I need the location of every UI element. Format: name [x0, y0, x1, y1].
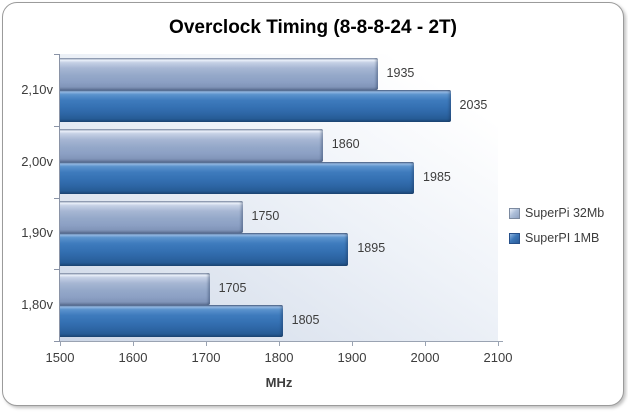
chart-title: Overclock Timing (8-8-8-24 - 2T): [169, 17, 457, 38]
bar-superpi-1mb-180: [60, 305, 283, 338]
bar-superpi-1mb-200: [60, 161, 415, 194]
legend-label: SuperPi 32Mb: [525, 206, 605, 220]
y-axis-tick: [54, 125, 60, 127]
x-axis-tick-label: 1900: [337, 350, 367, 365]
bar-superpi-32mb-190: [60, 201, 243, 234]
data-label: 1935: [386, 65, 415, 80]
y-axis-label: 2,00v: [21, 153, 53, 169]
x-axis-tick-label: 2100: [483, 350, 513, 365]
legend-marker-icon: [509, 207, 520, 219]
x-axis-tick-label: 2000: [410, 350, 440, 365]
x-axis-tick: [60, 341, 61, 346]
y-axis-label: 1,80v: [21, 297, 53, 313]
data-label: 1985: [423, 169, 451, 184]
legend-label: SuperPI 1MB: [525, 231, 600, 245]
legend: SuperPi 32Mb SuperPI 1MB: [509, 206, 604, 256]
y-axis-label: 2,10v: [21, 81, 53, 97]
plot-area: 1935 2035 1860 1985 1750 1895 1705 1805: [60, 54, 498, 341]
x-axis-tick: [425, 341, 426, 346]
bar-superpi-1mb-190: [60, 233, 349, 266]
data-label: 1705: [218, 280, 247, 295]
x-axis-tick: [498, 341, 499, 346]
data-label: 1805: [291, 313, 320, 328]
x-axis-tick: [279, 341, 280, 346]
legend-entry: SuperPI 1MB: [509, 231, 604, 245]
bar-superpi-32mb-200: [60, 129, 323, 162]
x-axis-tick-label: 1800: [264, 350, 294, 365]
bar-superpi-32mb-180: [60, 272, 210, 306]
y-axis-tick: [54, 197, 60, 199]
x-axis-title: MHz: [265, 375, 293, 390]
x-axis-tick: [133, 341, 134, 346]
legend-marker-icon: [509, 232, 520, 244]
chart-card: Overclock Timing (8-8-8-24 - 2T) 1935 203…: [2, 2, 624, 406]
y-axis-tick: [54, 341, 60, 342]
data-label: 2035: [459, 97, 488, 112]
data-label: 1895: [357, 241, 386, 256]
y-axis-label: 1,90v: [21, 225, 53, 241]
x-axis-tick-label: 1600: [118, 350, 148, 365]
x-axis-tick-label: 1700: [191, 350, 221, 365]
legend-entry: SuperPi 32Mb: [509, 206, 604, 220]
y-axis-tick: [54, 54, 60, 55]
x-axis-tick: [206, 341, 207, 346]
x-axis-tick-label: 1500: [45, 350, 75, 365]
data-label: 1750: [251, 209, 280, 224]
y-axis-tick: [54, 269, 60, 271]
bar-superpi-32mb-210: [60, 57, 378, 90]
bar-superpi-1mb-210: [60, 89, 451, 123]
data-label: 1860: [331, 137, 360, 152]
x-axis-tick: [352, 341, 353, 346]
